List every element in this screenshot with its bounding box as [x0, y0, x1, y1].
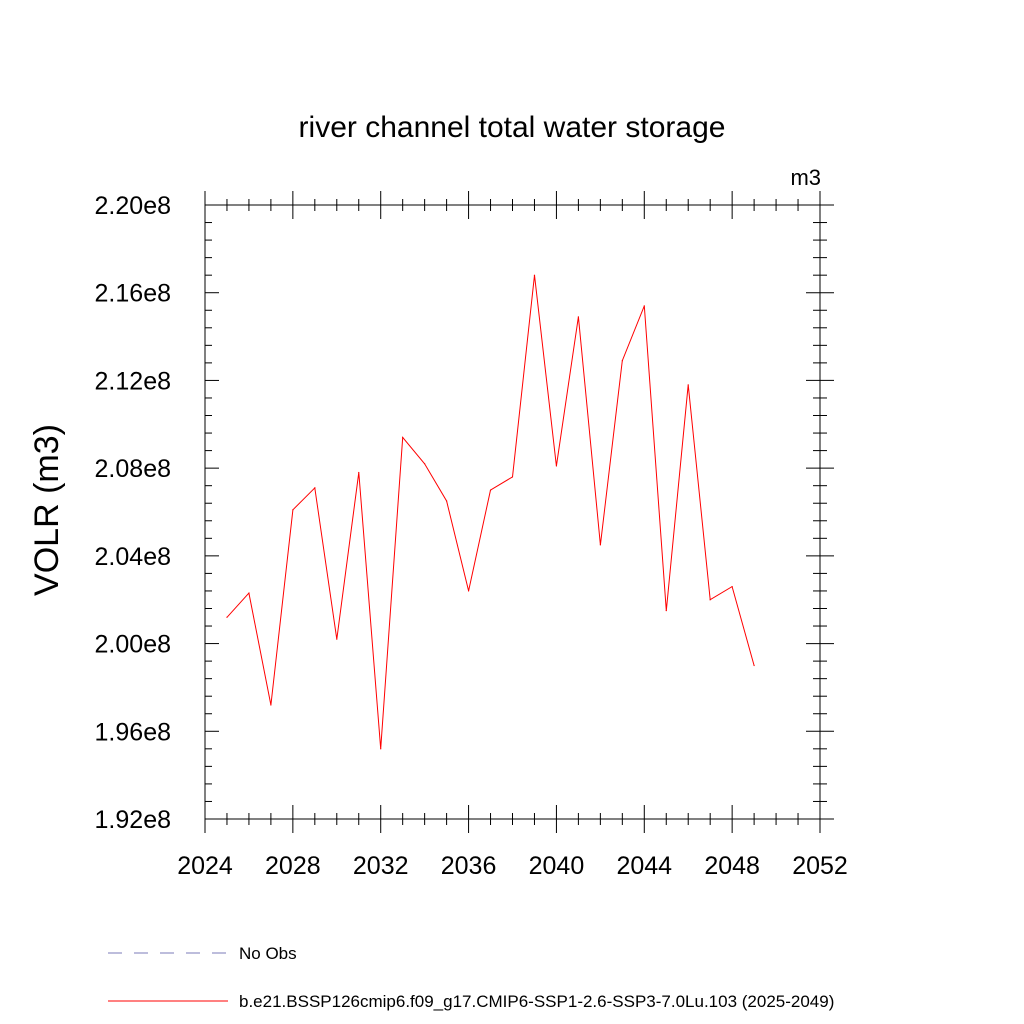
series-line — [226, 275, 755, 749]
data-point — [467, 590, 470, 592]
x-tick-label: 2036 — [441, 852, 497, 880]
legend-label-model: b.e21.BSSP126cmip6.f09_g17.CMIP6-SSP1-2.… — [239, 992, 834, 1011]
data-point — [292, 509, 294, 511]
data-point — [424, 463, 426, 465]
data-point — [446, 500, 448, 502]
data-point — [358, 471, 360, 474]
data-point — [709, 599, 711, 601]
x-tick-label: 2052 — [792, 852, 848, 880]
y-tick-label: 1.92e8 — [95, 806, 171, 834]
data-point — [621, 360, 623, 362]
tick-labels: 2024 2028 2032 2036 2040 2044 2048 2052 1.92e8 1.… — [95, 192, 848, 880]
data-point — [577, 316, 579, 318]
x-tick-label: 2044 — [616, 852, 672, 880]
data-point — [665, 610, 667, 612]
data-point — [314, 487, 316, 489]
data-point — [489, 489, 492, 491]
plot-frame — [204, 204, 821, 820]
x-tick-label: 2040 — [529, 852, 585, 880]
data-point — [599, 544, 601, 546]
legend-label-no-obs: No Obs — [239, 944, 297, 963]
y-tick-label: 2.20e8 — [95, 192, 171, 220]
data-point — [687, 384, 689, 386]
data-point — [753, 664, 755, 667]
data-point — [336, 638, 338, 640]
data-point — [226, 616, 228, 618]
y-axis-label: VOLR (m3) — [28, 424, 66, 596]
legend: No Obs b.e21.BSSP126cmip6.f09_g17.CMIP6-… — [108, 944, 834, 1011]
data-point — [248, 592, 250, 594]
data-point — [402, 436, 404, 439]
x-tick-label: 2028 — [265, 852, 321, 880]
data-point — [731, 585, 733, 588]
y-tick-label: 2.00e8 — [95, 631, 171, 659]
y-tick-label: 2.04e8 — [95, 543, 171, 571]
y-tick-label: 2.08e8 — [95, 455, 171, 483]
data-point — [270, 704, 272, 706]
x-tick-label: 2048 — [704, 852, 760, 880]
x-tick-label: 2032 — [353, 852, 409, 880]
axis-ticks — [204, 191, 834, 833]
data-point — [533, 274, 536, 276]
units-label: m3 — [790, 165, 821, 190]
data-point — [643, 305, 645, 307]
data-point — [555, 465, 558, 467]
chart-title: river channel total water storage — [299, 111, 726, 144]
data-point — [511, 476, 514, 478]
y-tick-label: 1.96e8 — [95, 718, 171, 746]
y-tick-label: 2.16e8 — [95, 280, 171, 308]
series-layer — [226, 274, 755, 750]
y-tick-label: 2.12e8 — [95, 367, 171, 395]
data-point — [380, 748, 382, 750]
x-tick-label: 2024 — [177, 852, 233, 880]
